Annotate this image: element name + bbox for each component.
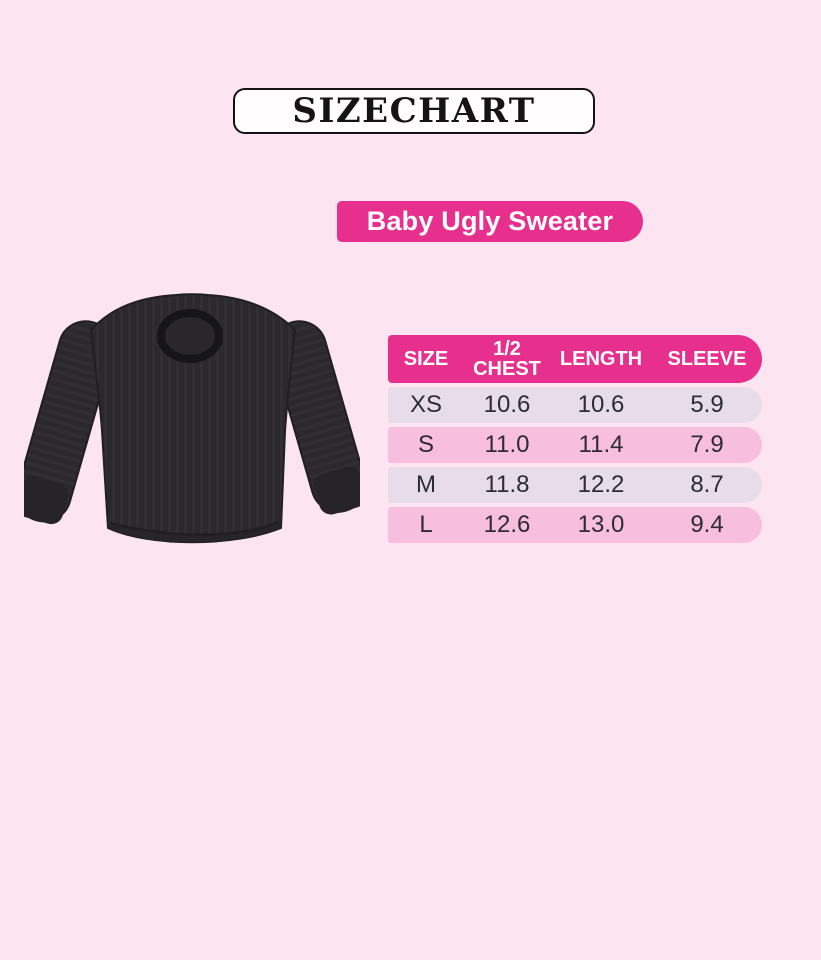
cell-size: M — [416, 471, 436, 498]
table-row-l: L 12.6 13.0 9.4 — [388, 507, 762, 543]
cell-chest: 11.8 — [484, 471, 530, 498]
product-badge: Baby Ugly Sweater — [337, 201, 643, 242]
cell-length: 10.6 — [577, 391, 625, 418]
cell-length: 13.0 — [577, 511, 625, 538]
cell-sleeve: 5.9 — [690, 391, 724, 418]
cell-size: XS — [409, 391, 442, 418]
sweater-right-sleeve — [271, 320, 360, 515]
cell-size: L — [419, 511, 433, 538]
sweater-image — [24, 293, 360, 544]
cell-length: 11.4 — [578, 431, 624, 458]
cell-sleeve: 8.7 — [690, 471, 724, 498]
cell-chest: 11.0 — [484, 431, 530, 458]
sweater-collar — [157, 309, 223, 363]
header-cell-sleeve: SLEEVE — [667, 347, 747, 370]
cell-size: S — [417, 431, 434, 458]
cell-chest: 10.6 — [483, 391, 531, 418]
size-table: SIZE 1/2 CHEST LENGTH SLEEVE XS 10.6 10.… — [388, 335, 762, 543]
table-row-s: S 11.0 11.4 7.9 — [388, 427, 762, 463]
cell-chest: 12.6 — [483, 511, 531, 538]
cell-length: 12.2 — [577, 471, 625, 498]
header-cell-length: LENGTH — [559, 347, 643, 370]
cell-sleeve: 9.4 — [690, 511, 724, 538]
sizechart-title-box: SIZECHART — [233, 88, 595, 134]
sweater-hem — [108, 522, 281, 543]
sweater-body — [89, 293, 297, 544]
sweater-left-sleeve — [24, 320, 114, 525]
sizechart-title: SIZECHART — [292, 91, 536, 131]
cell-sleeve: 7.9 — [690, 431, 724, 458]
header-cell-size: SIZE — [403, 347, 449, 370]
table-row-xs: XS 10.6 10.6 5.9 — [388, 387, 762, 423]
size-table-header-row: SIZE 1/2 CHEST LENGTH SLEEVE — [388, 335, 762, 383]
product-badge-label: Baby Ugly Sweater — [366, 206, 614, 236]
header-cell-half-chest: 1/2 CHEST — [473, 337, 541, 380]
table-row-m: M 11.8 12.2 8.7 — [388, 467, 762, 503]
